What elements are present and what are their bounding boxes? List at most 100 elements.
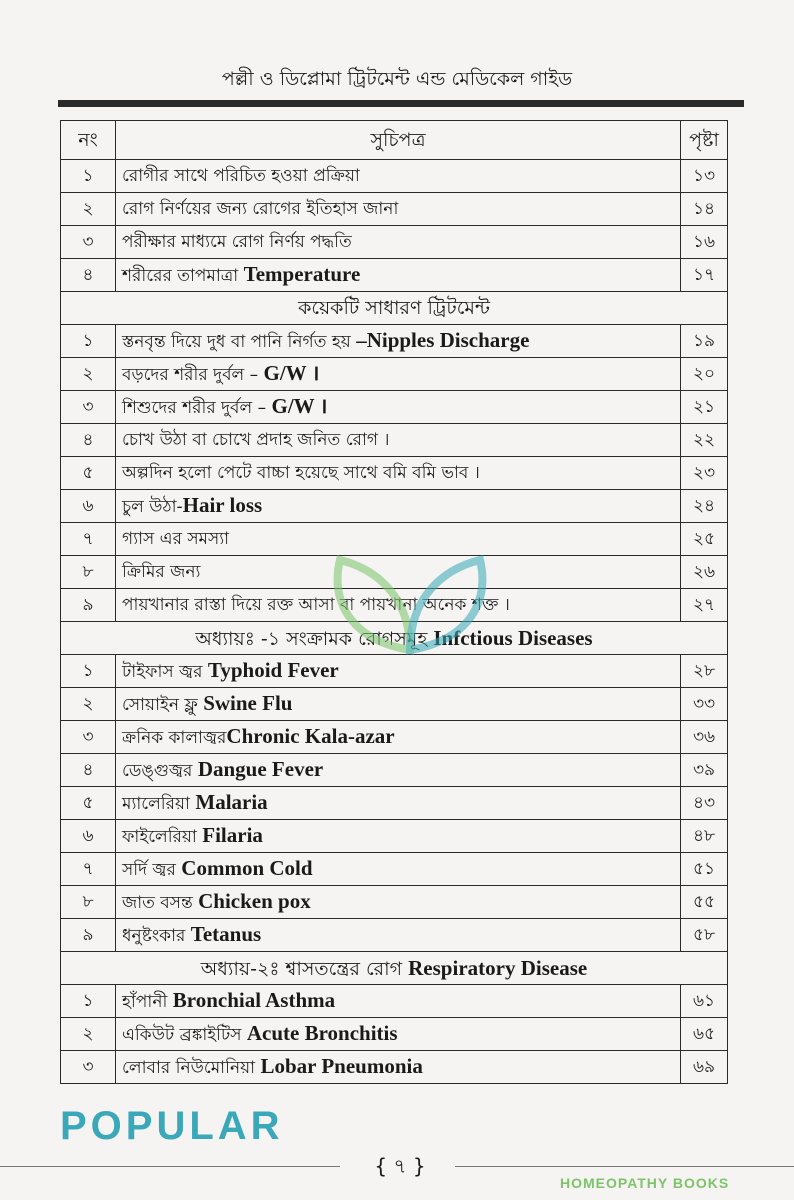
entry-number: ১ bbox=[60, 654, 116, 688]
entry-number: ৬ bbox=[60, 819, 116, 853]
table-row: ৮ ক্রিমির জন্য ২৬ bbox=[60, 555, 728, 589]
entry-number: ২ bbox=[60, 192, 116, 226]
entry-title-en: Dangue Fever bbox=[197, 757, 324, 781]
entry-page: ১৯ bbox=[680, 324, 728, 358]
entry-page: ৬১ bbox=[680, 984, 728, 1018]
table-row: ১ রোগীর সাথে পরিচিত হওয়া প্রক্রিয়া ১৩ bbox=[60, 159, 728, 193]
entry-title: ধনুষ্টংকার Tetanus bbox=[115, 918, 681, 952]
entry-number: ২ bbox=[60, 1017, 116, 1051]
entry-number: ৩ bbox=[60, 1050, 116, 1084]
entry-title: অল্পদিন হলো পেটে বাচ্চা হয়েছে সাথে বমি … bbox=[115, 456, 681, 490]
entry-title: ক্রনিক কালাজ্বরChronic Kala-azar bbox=[115, 720, 681, 754]
entry-title: একিউট ব্রঙ্কাইটিস Acute Bronchitis bbox=[115, 1017, 681, 1051]
entry-page: ৬৯ bbox=[680, 1050, 728, 1084]
watermark-subtext: HOMEOPATHY BOOKS bbox=[560, 1175, 730, 1191]
entry-number: ৪ bbox=[60, 753, 116, 787]
entry-number: ৩ bbox=[60, 720, 116, 754]
entry-page: ৫৫ bbox=[680, 885, 728, 919]
table-row: ৭ গ্যাস এর সমস্যা ২৫ bbox=[60, 522, 728, 556]
entry-page: ৫৮ bbox=[680, 918, 728, 952]
entry-title-bn: ধনুষ্টংকার bbox=[122, 926, 191, 946]
entry-page: ৬৫ bbox=[680, 1017, 728, 1051]
entry-page: ২১ bbox=[680, 390, 728, 424]
table-row: ৪ চোখ উঠা বা চোখে প্রদাহ জনিত রোগ । ২২ bbox=[60, 423, 728, 457]
entry-page: ২০ bbox=[680, 357, 728, 391]
entry-title-en: Hair loss bbox=[182, 493, 263, 517]
entry-title: টাইফাস জ্বর Typhoid Fever bbox=[115, 654, 681, 688]
table-row: ২ বড়দের শরীর দুর্বল – G/W । ২০ bbox=[60, 357, 728, 391]
entry-title-bn: ক্রিমির জন্য bbox=[122, 562, 201, 582]
entry-title: সোয়াইন ফ্লু Swine Flu bbox=[115, 687, 681, 721]
entry-title-bn: পায়খানার রাস্তা দিয়ে রক্ত আসা বা পায়খ… bbox=[122, 595, 510, 615]
entry-title-en: Acute Bronchitis bbox=[246, 1021, 398, 1045]
entry-title-en: Bronchial Asthma bbox=[172, 988, 336, 1012]
entry-number: ৫ bbox=[60, 786, 116, 820]
table-row: ৬ ফাইলেরিয়া Filaria ৪৮ bbox=[60, 819, 728, 853]
entry-number: ৬ bbox=[60, 489, 116, 523]
entry-title-bn: ফাইলেরিয়া bbox=[122, 827, 203, 847]
table-row: ৪ ডেঙ্গুজ্বর Dangue Fever ৩৯ bbox=[60, 753, 728, 787]
entry-page: ২৮ bbox=[680, 654, 728, 688]
entry-title-en: –Nipples Discharge bbox=[356, 328, 530, 352]
entry-title: গ্যাস এর সমস্যা bbox=[115, 522, 681, 556]
entry-title-en: Chicken pox bbox=[198, 889, 311, 913]
entry-title: বড়দের শরীর দুর্বল – G/W । bbox=[115, 357, 681, 391]
col-title-header: সুচিপত্র bbox=[115, 120, 681, 160]
entry-title: লোবার নিউমোনিয়া Lobar Pneumonia bbox=[115, 1050, 681, 1084]
section-row: অধ্যায়-২ঃ শ্বাসতন্ত্রের রোগ Respiratory… bbox=[60, 951, 728, 985]
entry-title: স্তনবৃন্ত দিয়ে দুধ বা পানি নির্গত হয় –… bbox=[115, 324, 681, 358]
table-row: ৫ ম্যালেরিয়া Malaria ৪৩ bbox=[60, 786, 728, 820]
entry-title-en: Lobar Pneumonia bbox=[260, 1054, 423, 1078]
entry-number: ৭ bbox=[60, 852, 116, 886]
entry-page: ১৩ bbox=[680, 159, 728, 193]
page-number-text: ৭ bbox=[393, 1154, 407, 1178]
entry-number: ৮ bbox=[60, 555, 116, 589]
entry-title: হাঁপানী Bronchial Asthma bbox=[115, 984, 681, 1018]
watermark-text: POPULAR bbox=[60, 1104, 284, 1148]
entry-title-bn: চুল উঠা- bbox=[122, 497, 183, 517]
table-row: ১ হাঁপানী Bronchial Asthma ৬১ bbox=[60, 984, 728, 1018]
entry-number: ৯ bbox=[60, 588, 116, 622]
entry-title-bn: শিশুদের শরীর দুর্বল – bbox=[122, 398, 272, 418]
entry-title-bn: টাইফাস জ্বর bbox=[122, 662, 208, 682]
entry-title-bn: বড়দের শরীর দুর্বল – bbox=[122, 365, 264, 385]
entry-title-en: Temperature bbox=[243, 262, 361, 286]
entry-title: রোগীর সাথে পরিচিত হওয়া প্রক্রিয়া bbox=[115, 159, 681, 193]
entry-page: ৪৩ bbox=[680, 786, 728, 820]
entry-title: পায়খানার রাস্তা দিয়ে রক্ত আসা বা পায়খ… bbox=[115, 588, 681, 622]
entry-title-bn: ম্যালেরিয়া bbox=[122, 794, 196, 814]
section-title-bn: অধ্যায়ঃ -১ সংক্রামক রোগসমূহ bbox=[195, 627, 434, 650]
entry-page: ২৩ bbox=[680, 456, 728, 490]
table-row: ১ টাইফাস জ্বর Typhoid Fever ২৮ bbox=[60, 654, 728, 688]
entry-page: ২৪ bbox=[680, 489, 728, 523]
footer-rule-left bbox=[0, 1166, 340, 1167]
table-row: ২ রোগ নির্ণয়ের জন্য রোগের ইতিহাস জানা ১… bbox=[60, 192, 728, 226]
section-title: কয়েকটি সাধারণ ট্রিটমেন্ট bbox=[60, 291, 728, 325]
entry-title-bn: রোগীর সাথে পরিচিত হওয়া প্রক্রিয়া bbox=[122, 166, 360, 186]
entry-title-en: G/W । bbox=[271, 394, 328, 418]
entry-page: ৪৮ bbox=[680, 819, 728, 853]
entry-title: পরীক্ষার মাধ্যমে রোগ নির্ণয় পদ্ধতি bbox=[115, 225, 681, 259]
entry-page: ২২ bbox=[680, 423, 728, 457]
entry-page: ২৫ bbox=[680, 522, 728, 556]
table-row: ৩ লোবার নিউমোনিয়া Lobar Pneumonia ৬৯ bbox=[60, 1050, 728, 1084]
table-row: ৬ চুল উঠা-Hair loss ২৪ bbox=[60, 489, 728, 523]
entry-title-bn: স্তনবৃন্ত দিয়ে দুধ বা পানি নির্গত হয় bbox=[122, 332, 357, 352]
col-page-header: পৃষ্টা bbox=[680, 120, 728, 160]
section-title-bn: কয়েকটি সাধারণ ট্রিটমেন্ট bbox=[298, 297, 490, 319]
entry-title-bn: জাত বসন্ত bbox=[122, 893, 199, 913]
running-head: পল্লী ও ডিপ্লোমা ট্রিটমেন্ট এন্ড মেডিকেল… bbox=[221, 68, 573, 90]
entry-title: ডেঙ্গুজ্বর Dangue Fever bbox=[115, 753, 681, 787]
contents-table: নং সুচিপত্র পৃষ্টা ১ রোগীর সাথে পরিচিত হ… bbox=[60, 120, 728, 1084]
table-row: ২ সোয়াইন ফ্লু Swine Flu ৩৩ bbox=[60, 687, 728, 721]
entry-title: ম্যালেরিয়া Malaria bbox=[115, 786, 681, 820]
entry-page: ২৭ bbox=[680, 588, 728, 622]
entry-title-bn: হাঁপানী bbox=[122, 992, 173, 1012]
section-title-en: Respiratory Disease bbox=[408, 955, 588, 980]
entry-title-bn: অল্পদিন হলো পেটে বাচ্চা হয়েছে সাথে বমি … bbox=[122, 463, 480, 483]
table-row: ৩ পরীক্ষার মাধ্যমে রোগ নির্ণয় পদ্ধতি ১৬ bbox=[60, 225, 728, 259]
entry-number: ৪ bbox=[60, 423, 116, 457]
entry-title-bn: শরীরের তাপমাত্রা bbox=[122, 266, 244, 286]
entry-number: ৯ bbox=[60, 918, 116, 952]
